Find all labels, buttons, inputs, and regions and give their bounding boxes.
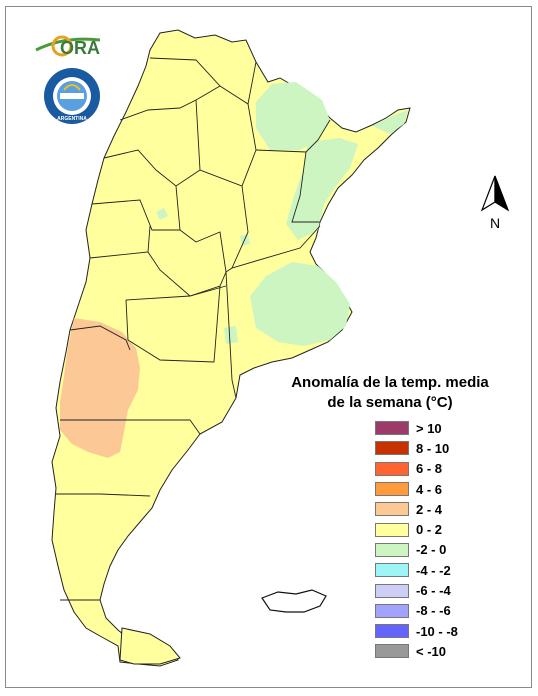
legend-label: -6 - -4 [416,583,451,599]
boundary-line [147,251,227,297]
boundary-line [255,119,331,153]
legend-item: < -10 [375,641,458,661]
anomaly-region-2-4 [60,318,140,458]
legend-item: > 10 [375,418,458,438]
legend-label: -8 - -6 [416,603,451,619]
legend-label: -10 - -8 [416,623,458,639]
boundary-line [119,85,221,121]
boundary-line [69,325,131,351]
legend-title-line1: Anomalía de la temp. media [291,374,489,391]
anomaly-region-litoral [286,138,358,240]
legend-label: -2 - 0 [416,542,447,558]
tierra-del-fuego [119,627,181,665]
legend-swatch [375,522,409,537]
legend-label: 0 - 2 [416,522,443,538]
anomaly-region-small-1 [156,208,168,220]
north-label: N [490,215,500,231]
islas-malvinas [261,589,327,613]
legend-label: 8 - 10 [416,440,450,456]
boundary-line [125,285,221,363]
legend-item: 2 - 4 [375,499,458,519]
legend-swatch [375,502,409,517]
legend-title-line2: de la semana (°C) [327,394,453,411]
boundary-line [103,149,201,187]
boundary-line [125,271,227,301]
legend-label: 6 - 8 [416,461,443,477]
north-arrow: N [476,172,514,232]
legend-label: 2 - 4 [416,501,443,517]
legend: > 10 8 - 10 6 - 8 4 - 6 2 - 4 0 - 2 -2 - 0 -4 -… [375,418,458,662]
legend-swatch [375,603,409,618]
legend-item: 6 - 8 [375,459,458,479]
legend-label: 4 - 6 [416,481,443,497]
legend-swatch [375,441,409,456]
legend-item: 0 - 2 [375,519,458,539]
boundary-line [60,419,201,435]
province-boundaries [56,57,331,601]
legend-item: 4 - 6 [375,479,458,499]
legend-item: -4 - -2 [375,560,458,580]
legend-item: 8 - 10 [375,438,458,458]
ora-logo-text: ORA [60,38,100,58]
boundary-line [91,199,180,231]
legend-swatch [375,461,409,476]
legend-swatch [375,644,409,659]
legend-label: -4 - -2 [416,562,451,578]
legend-swatch [375,563,409,578]
legend-item: -2 - 0 [375,540,458,560]
legend-swatch [375,421,409,436]
boundary-line [225,271,237,399]
legend-label: > 10 [416,420,442,436]
smn-logo: ARGENTINA [42,66,102,126]
ora-logo: ORA [34,28,104,62]
legend-label: < -10 [416,643,446,659]
smn-country-text: ARGENTINA [57,116,87,122]
legend-item: -10 - -8 [375,621,458,641]
legend-title: Anomalía de la temp. media de la semana … [290,373,490,413]
anomaly-region-buenos-aires [250,262,350,346]
legend-item: -6 - -4 [375,580,458,600]
legend-item: -8 - -6 [375,601,458,621]
legend-swatch [375,482,409,497]
legend-swatch [375,624,409,639]
boundary-line [291,151,320,223]
anomaly-region-small-3 [224,326,238,344]
boundary-line [175,185,233,273]
legend-swatch [375,583,409,598]
boundary-line [56,493,151,497]
anomaly-region-formosa [256,82,330,150]
anomaly-region-misiones [372,110,408,134]
anomaly-region-small-2 [240,234,250,246]
legend-swatch [375,542,409,557]
